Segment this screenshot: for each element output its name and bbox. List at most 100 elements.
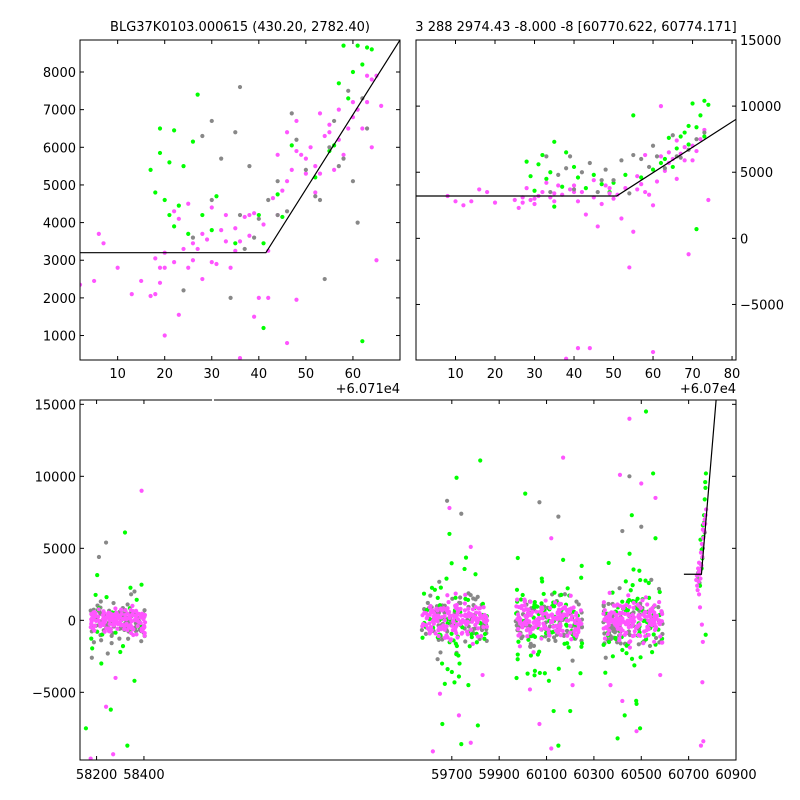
season-0-green-point [95,572,100,578]
top_left-xtick-label: 60 [345,367,362,382]
season-2-green-point [535,604,540,609]
season-0-grey-point [129,592,134,597]
season-3-magenta-point [624,630,629,635]
season-2-magenta-point [542,624,547,629]
season-3-magenta-point [621,606,626,611]
top_left-green-point [167,160,172,165]
season-2-green-point [532,600,537,605]
top_left-ytick-label: 7000 [43,104,76,119]
season-0-magenta-point [92,623,98,628]
top_right-magenta-point [686,252,691,257]
top_left-green-point [176,203,181,208]
season-0-magenta-point [114,610,119,615]
season-2-magenta-point [522,619,527,625]
season-3-magenta-point [636,623,641,628]
season-2-magenta-point [579,621,584,626]
outlier-point [473,572,478,577]
top_right-green-point [552,204,557,209]
season-2-green-point [559,592,564,597]
top_left-green-point [336,81,341,86]
season-2-magenta-point [547,633,552,638]
top_left-xtick-label: 40 [251,367,268,382]
season-2-green-point [579,563,584,568]
outlier-point [568,708,573,714]
outlier-point [651,471,656,476]
bottom-xtick-label: 60500 [621,768,662,783]
season-1-magenta-point [472,614,477,619]
top_left-magenta-point [284,130,290,135]
top_left-green-point [148,167,153,172]
season-0-grey-point [99,638,104,643]
season-2-green-point [526,637,531,642]
season-3-green-point [630,583,635,588]
season-3-magenta-point [614,612,619,618]
season-3-green-point [613,636,618,641]
top_left-green-point [181,164,186,169]
season-0-magenta-point [125,627,130,633]
top_left-magenta-point [247,233,252,238]
season-1-green-point [449,669,454,675]
season-1-magenta-point [435,619,440,624]
top_left-magenta-point [275,152,280,157]
top_right-magenta-point [595,224,600,229]
season-3-magenta-point [618,626,624,631]
top_left-magenta-point [195,246,200,252]
top_left-magenta-point [327,130,332,135]
event-magenta-point [697,605,703,610]
season-1-magenta-point [442,614,447,619]
season-1-magenta-point [428,603,433,609]
season-3-magenta-point [660,611,665,617]
top_left-magenta-point [261,222,266,227]
season-1-magenta-point [420,613,425,618]
outlier-point [561,557,566,562]
top_right-model-line [416,118,736,197]
season-3-green-point [601,642,606,647]
season-0-magenta-point [131,609,136,614]
axis-break [212,398,214,403]
top_right-magenta-point [524,185,529,191]
outlier-point [435,657,440,662]
season-0-magenta-point [128,623,133,628]
season-1-green-point [469,635,474,640]
top_left-ytick-label: 2000 [43,292,76,307]
top_left-green-point [346,96,351,101]
outlier-point [561,455,566,460]
season-3-magenta-point [604,625,609,630]
season-3-magenta-point [618,632,623,637]
top_left-ytick-label: 8000 [43,66,76,81]
outlier-point [466,683,471,688]
bottom-xtick-label: 60100 [526,768,567,783]
season-3-green-point [646,595,652,600]
season-3-green-point [651,632,656,637]
bottom-xtick-label: 58200 [76,768,117,783]
season-3-magenta-point [641,641,646,646]
season-1-green-point [452,680,457,685]
season-2-green-point [579,641,585,646]
season-3-magenta-point [643,609,648,615]
season-1-magenta-point [462,601,467,606]
top_right-xtick-label: 80 [724,367,741,382]
season-3-green-point [657,589,662,595]
season-3-magenta-point [615,602,620,607]
season-2-green-point [562,641,567,646]
season-2-green-point [578,671,583,676]
top_left-green-point [341,43,346,48]
top_left-magenta-point [299,152,304,157]
season-2-grey-point [553,638,558,643]
top_left-magenta-point [322,133,327,139]
season-2-green-point [541,591,546,597]
top_left-grey-point [266,197,271,203]
top_right-grey-point [544,154,549,159]
top_right-magenta-point [520,200,525,205]
season-1-magenta-point [470,607,475,612]
season-2-magenta-point [568,623,573,628]
bottom-xtick-label: 60900 [715,768,756,783]
event-magenta-point [699,541,704,547]
season-1-magenta-point [432,617,437,622]
season-3-grey-point [649,577,654,582]
top_left-magenta-point [289,167,294,172]
season-2-magenta-point [572,628,577,634]
season-3-magenta-point [626,593,631,598]
season-1-grey-point [450,596,455,601]
top_left-grey-point [284,209,290,214]
